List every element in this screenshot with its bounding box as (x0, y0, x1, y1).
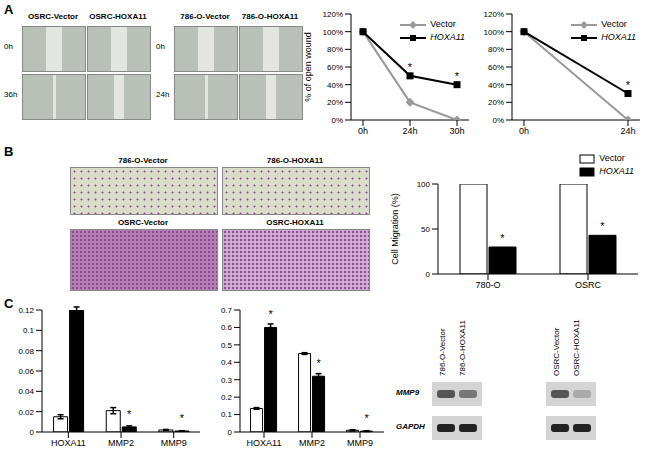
svg-text:*: * (408, 61, 413, 73)
svg-text:MMP2: MMP2 (108, 438, 134, 448)
svg-text:MMP9: MMP9 (347, 438, 373, 448)
svg-text:*: * (600, 220, 605, 232)
svg-text:0.4: 0.4 (221, 358, 233, 367)
html-text:OSRC-Vector: OSRC-Vector (27, 12, 79, 21)
svg-text:HOXA11: HOXA11 (247, 438, 282, 448)
svg-text:30h: 30h (449, 126, 464, 136)
svg-text:80%: 80% (488, 45, 504, 54)
html-text:786-O-Vector: 786-O-Vector (180, 12, 230, 21)
html-text:OSRC-HOXA11: OSRC-HOXA11 (266, 218, 324, 227)
html-text:OSRC-HOXA11: OSRC-HOXA11 (89, 12, 147, 21)
svg-text:0.12: 0.12 (18, 306, 34, 315)
svg-text:0: 0 (426, 270, 431, 279)
svg-text:0h: 0h (358, 126, 368, 136)
svg-text:24h: 24h (620, 126, 635, 136)
svg-text:0.2: 0.2 (221, 393, 233, 402)
svg-text:0: 0 (30, 428, 35, 437)
html-text:Vector: Vector (601, 19, 627, 29)
svg-text:0%: 0% (331, 116, 343, 125)
svg-text:MMP2: MMP2 (299, 438, 325, 448)
html-text:786-O-Vector: 786-O-Vector (118, 156, 168, 165)
svg-text:120%: 120% (484, 10, 504, 19)
html-text:786-O-HOXA11: 786-O-HOXA11 (458, 320, 467, 376)
html-text:0h: 0h (4, 42, 13, 51)
html-text:C: C (4, 296, 14, 311)
svg-text:0%: 0% (492, 116, 504, 125)
svg-text:50: 50 (421, 225, 430, 234)
svg-text:OSRC: OSRC (575, 280, 602, 290)
svg-text:*: * (180, 412, 185, 424)
html-text:OSRC-Vector: OSRC-Vector (117, 218, 169, 227)
html-text:MMP9: MMP9 (396, 388, 420, 397)
svg-text:0.04: 0.04 (18, 387, 34, 396)
html-text:HOXA11: HOXA11 (599, 166, 634, 176)
svg-text:*: * (74, 298, 79, 303)
html-text:24h: 24h (156, 90, 170, 99)
html-text:A: A (4, 2, 14, 17)
svg-text:0.1: 0.1 (23, 326, 35, 335)
svg-text:780-O: 780-O (475, 280, 500, 290)
svg-text:MMP9: MMP9 (161, 438, 187, 448)
svg-text:0.1: 0.1 (221, 410, 233, 419)
svg-text:0.5: 0.5 (221, 341, 233, 350)
svg-text:0.7: 0.7 (221, 306, 233, 315)
html-text:0h: 0h (156, 42, 165, 51)
html-text:786-O-Vector: 786-O-Vector (438, 328, 447, 376)
svg-text:100: 100 (417, 180, 431, 189)
svg-text:0.06: 0.06 (18, 367, 34, 376)
svg-text:*: * (455, 70, 460, 82)
html-text:Vector: Vector (430, 19, 456, 29)
html-text:OSRC-Vector: OSRC-Vector (552, 327, 561, 376)
html-text:B: B (4, 144, 14, 159)
svg-text:60%: 60% (327, 63, 343, 72)
svg-text:0: 0 (228, 428, 233, 437)
svg-text:*: * (268, 308, 273, 320)
svg-text:60%: 60% (488, 63, 504, 72)
svg-text:HOXA11: HOXA11 (51, 438, 86, 448)
svg-text:0.3: 0.3 (221, 376, 233, 385)
html-text:HOXA11: HOXA11 (430, 32, 465, 42)
svg-text:0.6: 0.6 (221, 323, 233, 332)
svg-text:40%: 40% (488, 81, 504, 90)
svg-text:120%: 120% (323, 10, 343, 19)
svg-text:*: * (127, 408, 132, 420)
svg-text:Cell Migration (%): Cell Migration (%) (390, 193, 400, 265)
html-text:786-O-HOXA11: 786-O-HOXA11 (266, 156, 324, 165)
svg-text:*: * (626, 79, 631, 91)
html-text:36h: 36h (4, 90, 18, 99)
svg-text:0.08: 0.08 (18, 347, 34, 356)
svg-text:40%: 40% (327, 81, 343, 90)
svg-text:% of open wound: % of open wound (303, 32, 313, 102)
html-text:GAPDH: GAPDH (396, 422, 425, 431)
svg-text:0h: 0h (519, 126, 529, 136)
svg-text:80%: 80% (327, 45, 343, 54)
html-text:OSRC-HOXA11: OSRC-HOXA11 (572, 319, 581, 376)
svg-text:20%: 20% (488, 98, 504, 107)
svg-text:0.02: 0.02 (18, 408, 34, 417)
html-text:Vector: Vector (599, 153, 625, 163)
svg-text:100%: 100% (484, 28, 504, 37)
html-text:786-O-HOXA11: 786-O-HOXA11 (241, 12, 299, 21)
svg-text:*: * (364, 412, 369, 424)
svg-text:20%: 20% (327, 98, 343, 107)
svg-text:*: * (500, 232, 505, 244)
html-text:HOXA11: HOXA11 (601, 32, 636, 42)
svg-text:24h: 24h (402, 126, 417, 136)
svg-text:100%: 100% (323, 28, 343, 37)
svg-text:*: * (316, 357, 321, 369)
